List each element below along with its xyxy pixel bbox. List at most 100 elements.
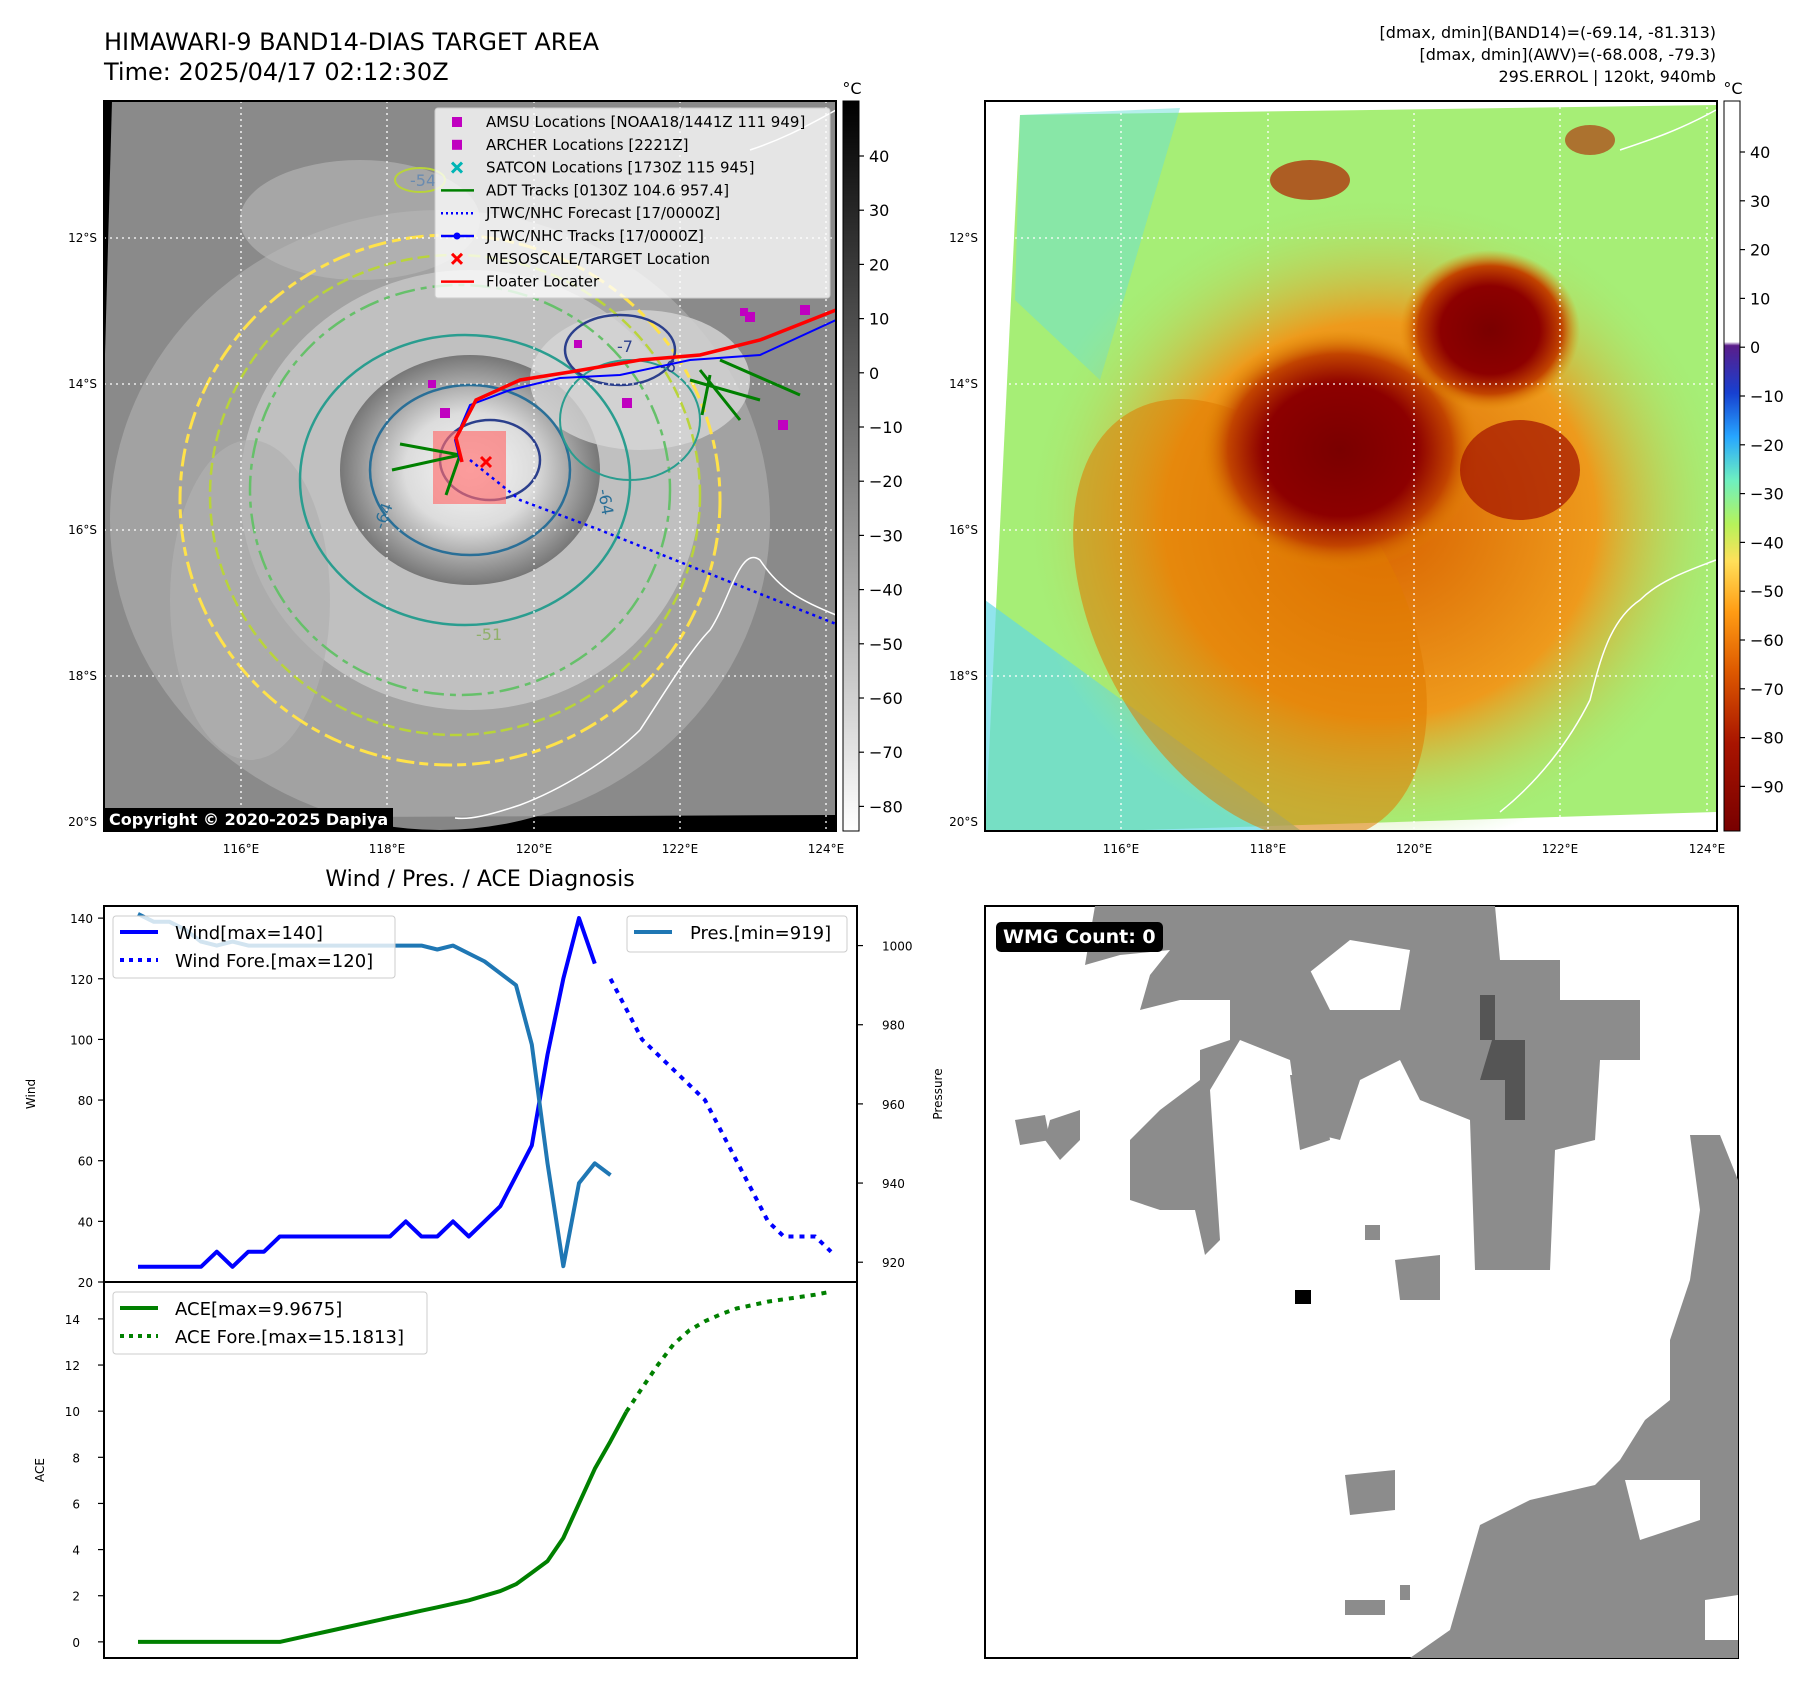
diagnosis-title: Wind / Pres. / ACE Diagnosis [325, 867, 634, 892]
contour-label: -7 [617, 337, 633, 356]
colorbar-tick-label: −70 [1750, 680, 1784, 699]
pressure-tick-label: 920 [882, 1256, 905, 1270]
lat-label: 20°S [68, 815, 97, 829]
colorbar-tick-label: 0 [1750, 338, 1760, 357]
colorbar-tick-label: −30 [1750, 485, 1784, 504]
contour-label: -54 [410, 171, 436, 190]
colorbar-tick-label: 30 [869, 201, 889, 220]
legend-marker [450, 161, 464, 174]
lon-label: 124°E [808, 842, 845, 856]
figure-time: Time: 2025/04/17 02:12:30Z [103, 58, 449, 86]
series-line-0 [138, 916, 597, 1269]
lat-label: 16°S [949, 523, 978, 537]
legend-marker [452, 117, 462, 127]
colorbar-tick-label: −10 [869, 418, 903, 437]
info-line-3: 29S.ERROL | 120kt, 940mb [1498, 67, 1716, 86]
legend-marker [450, 252, 464, 265]
ir-colorbar: °C 40 30 20 10 0 −10 −20 −30 −40 −50 −60 −70 −80 [842, 79, 903, 832]
series-line-1 [608, 977, 833, 1254]
colorbar-tick-label: 0 [869, 364, 879, 383]
map-legend: AMSU Locations [NOAA18/1441Z 111 949] ARC… [434, 107, 831, 299]
lon-label: 122°E [1542, 842, 1579, 856]
lat-label: 18°S [68, 669, 97, 683]
enhanced-map-panel: 12°S 14°S 16°S 18°S 20°S 116°E 118°E 120… [949, 100, 1726, 856]
colorbar-tick-label: 20 [1750, 241, 1770, 260]
legend-label: JTWC/NHC Tracks [17/0000Z] [485, 227, 704, 245]
colorbar-tick-label: −40 [1750, 533, 1784, 552]
pressure-tick-label: 1000 [882, 940, 913, 954]
legend-label: JTWC/NHC Forecast [17/0000Z] [485, 204, 720, 222]
ace-series-line-1 [624, 1289, 832, 1414]
ace-tick-label: 14 [65, 1313, 80, 1327]
legend-wind-forecast: Wind Fore.[max=120] [175, 951, 373, 972]
colorbar-tick-label: −90 [1750, 777, 1784, 796]
colorbar-tick-label: −20 [869, 472, 903, 491]
wind-axis-label: Wind [24, 1079, 38, 1109]
ace-chart: 0 2 4 6 8 10 12 14 ACE ACE[max=9.9675] ACE Fore… [33, 1281, 858, 1659]
pressure-tick-label: 980 [882, 1019, 905, 1033]
ace-tick-label: 6 [72, 1497, 80, 1511]
lon-label: 124°E [1689, 842, 1726, 856]
wmg-panel [984, 905, 1739, 1659]
figure-title: HIMAWARI-9 BAND14-DIAS TARGET AREA [104, 28, 600, 56]
colorbar-tick-label: −10 [1750, 387, 1784, 406]
colorbar-tick-label: −30 [869, 526, 903, 545]
colorbar-tick-label: 20 [869, 255, 889, 274]
colorbar-tick-label: 10 [869, 310, 889, 329]
colorbar-tick-label: −60 [1750, 631, 1784, 650]
legend-pressure: Pres.[min=919] [690, 923, 831, 944]
colorbar-tick-label: −60 [869, 689, 903, 708]
ace-tick-label: 0 [72, 1636, 80, 1650]
pressure-tick-label: 940 [882, 1177, 905, 1191]
colorbar-tick-label: −20 [1750, 436, 1784, 455]
pressure-tick-label: 960 [882, 1098, 905, 1112]
wind-tick-label: 100 [70, 1033, 93, 1047]
ace-legend: ACE[max=9.9675] ACE Fore.[max=15.1813] [112, 1291, 428, 1355]
ace-tick-label: 4 [72, 1544, 80, 1558]
legend-label: ADT Tracks [0130Z 104.6 957.4] [486, 181, 729, 199]
colorbar-tick-label: −40 [869, 581, 903, 600]
ir-map-panel: -54 -64 -64 -51 -7 -6 [68, 100, 845, 856]
lat-label: 20°S [949, 815, 978, 829]
lon-label: 122°E [662, 842, 699, 856]
lon-label: 116°E [1103, 842, 1140, 856]
ace-series-line-0 [138, 1410, 629, 1644]
ace-tick-label: 2 [72, 1590, 80, 1604]
colorbar-unit: °C [842, 79, 861, 98]
contour-label: -6 [660, 357, 676, 376]
colorbar-tick-label: 10 [1750, 289, 1770, 308]
lat-label: 18°S [949, 669, 978, 683]
lat-label: 12°S [949, 231, 978, 245]
wind-tick-label: 40 [78, 1215, 93, 1229]
info-line-1: [dmax, dmin](BAND14)=(-69.14, -81.313) [1380, 23, 1716, 42]
colorbar-tick-label: 40 [869, 147, 889, 166]
ace-axis-label: ACE [33, 1458, 47, 1482]
contour-label: -51 [476, 625, 502, 644]
legend-label: SATCON Locations [1730Z 115 945] [486, 159, 754, 177]
legend-marker [452, 139, 462, 150]
lat-label: 16°S [68, 523, 97, 537]
legend-ace-forecast: ACE Fore.[max=15.1813] [175, 1327, 404, 1348]
wind-tick-label: 120 [70, 973, 93, 987]
enhanced-colorbar: °C 40 30 20 10 0 −10 −20 −30 −40 −50 −60 −70 −80 −90 [1723, 79, 1784, 832]
colorbar-tick-label: −50 [1750, 582, 1784, 601]
ace-tick-label: 12 [65, 1359, 80, 1373]
ace-tick-label: 8 [72, 1451, 80, 1465]
colorbar-tick-label: −70 [869, 743, 903, 762]
colorbar-tick-label: −80 [1750, 729, 1784, 748]
wind-tick-label: 80 [78, 1094, 93, 1108]
lon-label: 120°E [1396, 842, 1433, 856]
wind-tick-label: 20 [78, 1276, 93, 1290]
pressure-legend: Pres.[min=919] [626, 915, 848, 953]
legend-marker [441, 232, 474, 240]
lat-label: 12°S [68, 231, 97, 245]
wind-tick-label: 140 [70, 912, 93, 926]
legend-label: Floater Locater [486, 273, 600, 291]
legend-label: AMSU Locations [NOAA18/1441Z 111 949] [486, 113, 805, 131]
lat-label: 14°S [68, 377, 97, 391]
wind-tick-label: 60 [78, 1155, 93, 1169]
colorbar-tick-label: −80 [869, 797, 903, 816]
target-area [433, 431, 506, 504]
lon-label: 120°E [516, 842, 553, 856]
colorbar-tick-label: −50 [869, 635, 903, 654]
